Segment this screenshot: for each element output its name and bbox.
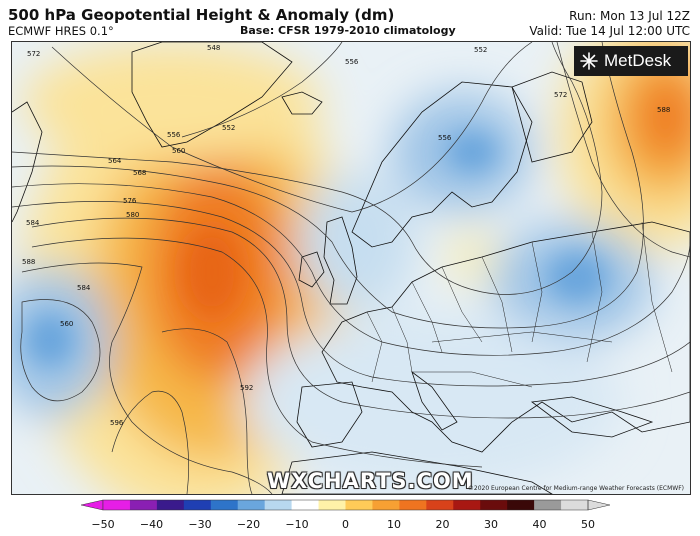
- colorbar-tick-label: 20: [435, 518, 450, 531]
- climatology-base: Base: CFSR 1979-2010 climatology: [240, 24, 456, 37]
- scandinavia-outline: [351, 81, 533, 248]
- greenland-outline: [131, 42, 293, 148]
- height-contours: [12, 42, 690, 494]
- iceland-outline: [281, 91, 323, 115]
- contour-564: [12, 42, 644, 329]
- colorbar-segment: [534, 500, 562, 510]
- colorbar-segment: [210, 500, 239, 510]
- model-name: ECMWF HRES 0.1°: [8, 24, 114, 38]
- map-panel: 572 548 556 552 564 560 568 556 552 576 …: [11, 41, 691, 495]
- contour-576: [31, 217, 690, 419]
- metdesk-logo-text: MetDesk: [604, 51, 672, 70]
- contour-label: 556: [438, 134, 452, 142]
- contour-572-east: [556, 42, 690, 258]
- colorbar-tick-label: 10: [387, 518, 401, 531]
- colorbar-segment: [318, 500, 346, 510]
- contour-592: [161, 328, 253, 494]
- colorbar-tick-label: 0: [342, 518, 349, 531]
- run-time: Run: Mon 13 Jul 12Z: [569, 9, 690, 23]
- colorbar-segment: [345, 500, 373, 510]
- colorbar-segment: [183, 500, 212, 510]
- iberia-outline: [296, 381, 363, 448]
- contour-labels: 572 548 556 552 564 560 568 556 552 576 …: [22, 44, 670, 427]
- contour-580: [31, 237, 483, 468]
- contour-label: 584: [26, 219, 40, 227]
- colorbar-segment: [129, 500, 158, 510]
- colorbar-border: [102, 499, 589, 511]
- colorbar-segment: [291, 500, 320, 510]
- contour-label: 548: [207, 44, 220, 52]
- contour-label: 552: [474, 46, 487, 54]
- contour-552: [51, 42, 533, 213]
- contour-596: [111, 390, 189, 494]
- contour-560: [12, 42, 603, 295]
- colorbar-tick-label: −10: [285, 518, 309, 531]
- contour-label: 560: [172, 147, 185, 155]
- contour-label: 556: [167, 131, 181, 139]
- contour-label: 564: [108, 157, 122, 165]
- colorbar-segment: [480, 500, 508, 510]
- wxcharts-watermark: WXCHARTS.COM: [267, 469, 474, 493]
- colorbar: −50 −40 −30 −20 −10 0 10 20 30 40 50: [0, 496, 700, 536]
- contour-label: 580: [126, 211, 139, 219]
- finland-outline: [511, 71, 593, 163]
- anomaly-field: [12, 42, 690, 494]
- colorbar-segment: [507, 500, 535, 510]
- colorbar-segment: [156, 500, 185, 510]
- north-africa-outline: [281, 451, 553, 494]
- contour-568: [12, 183, 690, 356]
- colorbar-tick-label: −30: [188, 518, 212, 531]
- contour-560-low: [20, 299, 101, 402]
- contour-label: 552: [222, 124, 235, 132]
- colorbar-segment: [426, 500, 454, 510]
- contour-label: 596: [110, 419, 124, 427]
- contour-label: 584: [77, 284, 91, 292]
- contour-label: 568: [133, 169, 146, 177]
- colorbar-scale: [80, 499, 611, 511]
- colorbar-tick-label: −50: [91, 518, 115, 531]
- colorbar-segment: [103, 500, 131, 510]
- britain-outline: [323, 216, 358, 305]
- contour-label: 592: [240, 384, 253, 392]
- contour-572: [12, 201, 690, 387]
- contour-label: 556: [345, 58, 359, 66]
- colorbar-tick-label: −20: [236, 518, 261, 531]
- italy-outline: [411, 370, 458, 431]
- anomaly-map: 572 548 556 552 564 560 568 556 552 576 …: [12, 42, 690, 494]
- contour-label: 572: [27, 50, 40, 58]
- anomaly-cores: [26, 132, 607, 366]
- colorbar-segment: [453, 500, 481, 510]
- header: 500 hPa Geopotential Height & Anomaly (d…: [0, 0, 700, 40]
- colorbar-segment: [264, 500, 293, 510]
- contour-label: 588: [657, 106, 670, 114]
- metdesk-star-icon: [580, 52, 598, 70]
- contour-label: 576: [123, 197, 137, 205]
- map-title: 500 hPa Geopotential Height & Anomaly (d…: [8, 6, 395, 24]
- metdesk-logo: MetDesk: [574, 46, 688, 76]
- canada-coast: [12, 101, 43, 223]
- colorbar-tick-label: 50: [581, 518, 595, 531]
- contour-label: 572: [554, 91, 567, 99]
- turkey-outline: [530, 396, 654, 438]
- valid-time: Valid: Tue 14 Jul 12:00 UTC: [529, 24, 690, 38]
- contour-label: 560: [60, 320, 73, 328]
- colorbar-tick-label: 30: [484, 518, 498, 531]
- colorbar-tick-label: 40: [532, 518, 547, 531]
- copyright-notice: ©2020 European Centre for Medium-range W…: [467, 485, 684, 492]
- colorbar-segment: [372, 500, 400, 510]
- contour-584: [21, 262, 273, 494]
- colorbar-segment: [561, 500, 589, 510]
- contour-label: 588: [22, 258, 35, 266]
- colorbar-segment: [399, 500, 427, 510]
- colorbar-max-arrow: [587, 499, 611, 511]
- colorbar-segment: [237, 500, 266, 510]
- ireland-outline: [298, 251, 325, 288]
- colorbar-min-arrow: [80, 499, 104, 511]
- colorbar-tick-label: −40: [139, 518, 164, 531]
- contour-556a: [181, 42, 343, 138]
